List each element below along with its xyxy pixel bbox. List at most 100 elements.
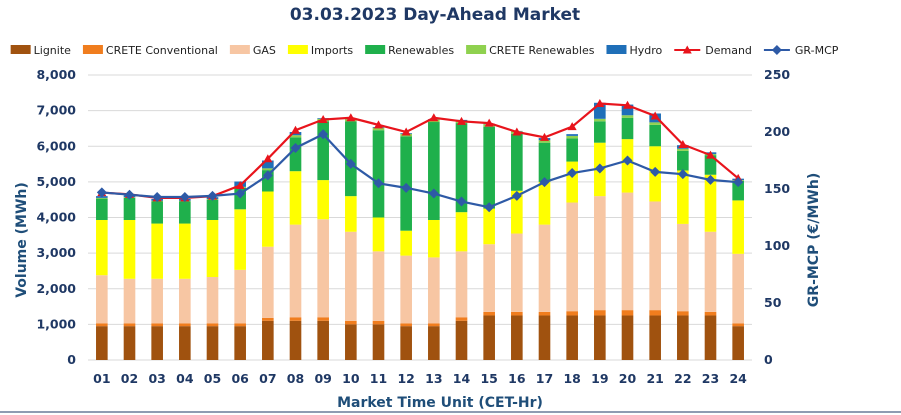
marker-demand — [540, 132, 549, 141]
bar-renewables — [234, 187, 246, 210]
bar-crete-conventional — [317, 317, 329, 321]
bar-lignite — [621, 315, 634, 360]
bar-lignite — [400, 326, 412, 360]
bar-gas — [317, 219, 329, 318]
bar-gas — [123, 278, 136, 324]
legend-marker — [771, 45, 782, 55]
y-tick-label: 8,000 — [36, 67, 76, 82]
x-tick-label: 03 — [148, 371, 165, 386]
x-tick-label: 24 — [729, 371, 747, 386]
marker-gr-mcp — [677, 169, 688, 180]
marker-gr-mcp — [511, 190, 522, 201]
x-tick-label: 13 — [425, 371, 442, 386]
bar-gas — [704, 231, 717, 312]
bar-imports — [400, 230, 412, 256]
bar-crete-conventional — [677, 311, 689, 316]
bar-renewables — [455, 123, 468, 213]
legend-label: Imports — [311, 44, 354, 57]
y-tick-label: 5,000 — [36, 174, 76, 189]
bar-imports — [566, 161, 578, 203]
bar-imports — [345, 196, 357, 232]
bar-lignite — [262, 320, 274, 360]
bar-lignite — [96, 326, 108, 360]
marker-gr-mcp — [428, 188, 439, 199]
bar-lignite — [566, 315, 578, 360]
bar-crete-conventional — [289, 317, 302, 321]
marker-gr-mcp — [456, 196, 467, 207]
bar-imports — [96, 219, 108, 276]
y-tick-label: 6,000 — [36, 138, 76, 153]
y-tick-label: 4,000 — [36, 210, 76, 225]
bar-renewables — [538, 142, 551, 182]
bar-gas — [345, 231, 357, 321]
bar-lignite — [594, 315, 606, 360]
bar-imports — [538, 181, 551, 225]
marker-demand — [512, 127, 522, 136]
x-tick-label: 16 — [508, 371, 526, 386]
legend-swatch — [287, 45, 308, 54]
bar-imports — [428, 219, 440, 258]
bar-crete-conventional — [345, 320, 357, 325]
marker-gr-mcp — [594, 163, 605, 174]
bar-lignite — [151, 326, 163, 360]
bar-crete-conventional — [483, 311, 495, 316]
x-tick-label: 05 — [204, 371, 221, 386]
x-tick-label: 20 — [619, 371, 637, 386]
bar-crete-conventional — [704, 311, 717, 316]
y-tick-label: 7,000 — [36, 103, 76, 118]
x-tick-label: 17 — [536, 371, 553, 386]
y2-axis-title: GR-MCP (€/MWh) — [806, 173, 822, 307]
marker-gr-mcp — [484, 202, 495, 213]
bar-gas — [206, 276, 219, 324]
bar-renewables — [649, 124, 661, 147]
marker-gr-mcp — [733, 177, 744, 188]
bar-crete-conventional — [538, 311, 551, 316]
marker-gr-mcp — [262, 170, 273, 181]
bar-renewables — [483, 126, 495, 209]
bar-imports — [234, 209, 246, 270]
bar-lignite — [345, 324, 357, 360]
bar-lignite — [234, 326, 246, 360]
marker-gr-mcp — [290, 142, 301, 153]
x-tick-label: 14 — [453, 371, 471, 386]
bar-imports — [704, 174, 717, 232]
line-gr-mcp — [101, 132, 739, 209]
legend-swatch — [606, 45, 627, 54]
legend-item-crete-renewables: CRETE Renewables — [466, 44, 595, 57]
bar-gas — [289, 224, 302, 318]
bar-crete-conventional — [455, 317, 468, 321]
x-tick-label: 21 — [646, 371, 663, 386]
bar-crete-renewables — [262, 168, 274, 171]
bar-hydro — [566, 134, 578, 136]
bar-imports — [621, 139, 634, 193]
bar-imports — [262, 191, 274, 247]
marker-gr-mcp — [96, 187, 107, 198]
bar-lignite — [455, 320, 468, 360]
bar-gas — [732, 253, 744, 324]
bar-renewables — [289, 137, 302, 172]
y-axis-title: Volume (MWh) — [14, 182, 30, 298]
y-axis-ticks: 0 1,000 2,000 3,000 4,000 5,000 6,000 7,000 8,00… — [36, 67, 76, 367]
bar-crete-conventional — [123, 323, 136, 327]
bar-renewables — [96, 198, 108, 220]
line-demand — [101, 102, 739, 200]
marker-demand — [346, 113, 356, 122]
gridlines — [88, 74, 752, 361]
marker-demand — [263, 154, 273, 163]
bar-imports — [372, 217, 385, 252]
legend-item-gr-mcp: GR-MCP — [763, 44, 839, 57]
marker-gr-mcp — [650, 166, 661, 177]
legend-swatch — [229, 45, 250, 54]
bar-gas — [96, 275, 108, 324]
bar-crete-conventional — [96, 323, 108, 327]
marker-demand — [706, 150, 715, 159]
bar-crete-conventional — [206, 323, 219, 327]
bar-gas — [566, 202, 578, 312]
bar-imports — [317, 180, 329, 220]
legend-label: GR-MCP — [795, 44, 839, 57]
bar-lignite — [538, 315, 551, 360]
y2-tick-label: 50 — [764, 295, 782, 310]
bar-lignite — [483, 315, 495, 360]
bar-gas — [234, 269, 246, 324]
x-tick-label: 11 — [370, 371, 387, 386]
